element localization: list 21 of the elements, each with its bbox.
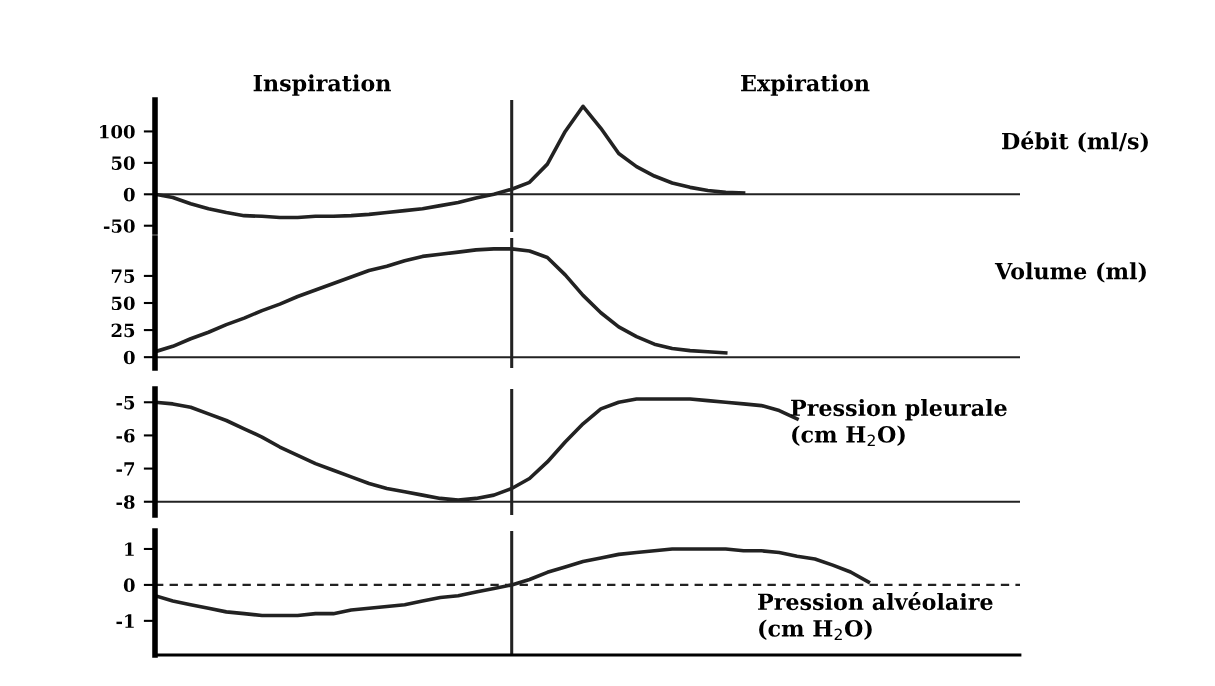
text: Inspiration: [253, 74, 391, 96]
y-tick-label: -8: [116, 495, 135, 509]
y-tick-label: 0: [123, 578, 135, 593]
y-tick-label: 25: [111, 323, 135, 338]
y-tick-label: -6: [116, 428, 135, 443]
y-tick-label: 50: [111, 296, 135, 311]
annotation: Pression alvéolaire (cm H$_{2}$O): [758, 592, 993, 641]
y-tick-label: -50: [103, 219, 135, 233]
y-tick-label: 0: [123, 187, 135, 202]
y-tick-label: 75: [111, 269, 135, 284]
y-tick-label: -7: [116, 462, 135, 476]
y-tick-label: 100: [100, 124, 135, 139]
y-tick-label: -1: [116, 614, 134, 628]
annotation: Débit (ml/s): [1002, 131, 1148, 153]
y-tick-label: 0: [123, 350, 135, 365]
text: Expiration: [741, 74, 870, 96]
y-tick-label: 50: [111, 156, 135, 170]
y-tick-label: 1: [125, 542, 134, 556]
annotation: Pression pleurale (cm H$_{2}$O): [791, 398, 1007, 447]
annotation: Volume (ml): [994, 262, 1146, 283]
y-tick-label: -5: [116, 395, 135, 410]
